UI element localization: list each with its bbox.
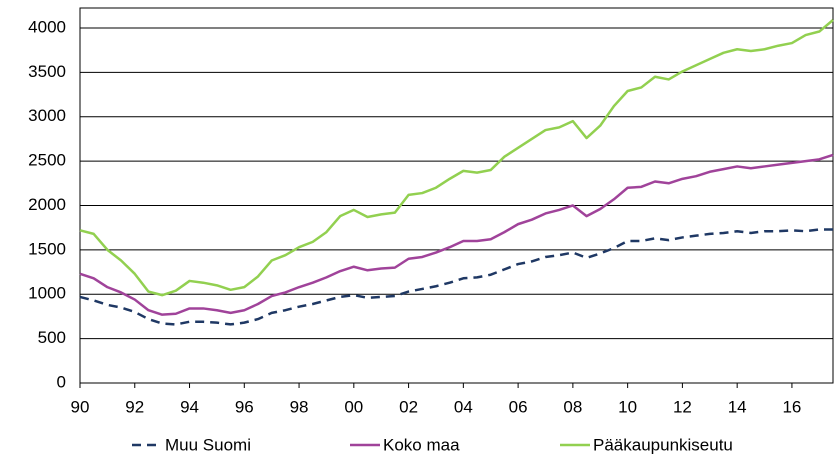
series-line bbox=[79, 153, 834, 316]
x-tick-label: 12 bbox=[673, 397, 692, 416]
y-tick-label: 1000 bbox=[28, 284, 66, 303]
x-tick-label: 16 bbox=[782, 397, 801, 416]
y-tick-label: 2000 bbox=[28, 195, 66, 214]
y-tick-label: 0 bbox=[57, 372, 66, 391]
y-tick-label: 3000 bbox=[28, 106, 66, 125]
x-tick-label: 06 bbox=[509, 397, 528, 416]
legend-label: Pääkaupunkiseutu bbox=[593, 435, 733, 454]
x-tick-label: 14 bbox=[728, 397, 747, 416]
y-tick-label: 4000 bbox=[28, 17, 66, 36]
x-tick-label: 92 bbox=[125, 397, 144, 416]
y-tick-label: 1500 bbox=[28, 239, 66, 258]
x-tick-label: 02 bbox=[399, 397, 418, 416]
x-tick-label: 90 bbox=[71, 397, 90, 416]
x-tick-label: 04 bbox=[454, 397, 473, 416]
x-tick-label: 98 bbox=[290, 397, 309, 416]
x-tick-label: 00 bbox=[344, 397, 363, 416]
x-tick-label: 94 bbox=[180, 397, 199, 416]
x-tick-label: 96 bbox=[235, 397, 254, 416]
series-line bbox=[79, 19, 834, 297]
legend-label: Koko maa bbox=[383, 435, 460, 454]
y-tick-label: 3500 bbox=[28, 62, 66, 81]
plot-border bbox=[79, 7, 834, 384]
x-tick-label: 08 bbox=[563, 397, 582, 416]
y-tick-label: 2500 bbox=[28, 151, 66, 170]
series-line bbox=[79, 228, 833, 326]
y-tick-label: 500 bbox=[38, 328, 66, 347]
x-tick-label: 10 bbox=[618, 397, 637, 416]
legend-label: Muu Suomi bbox=[165, 435, 251, 454]
